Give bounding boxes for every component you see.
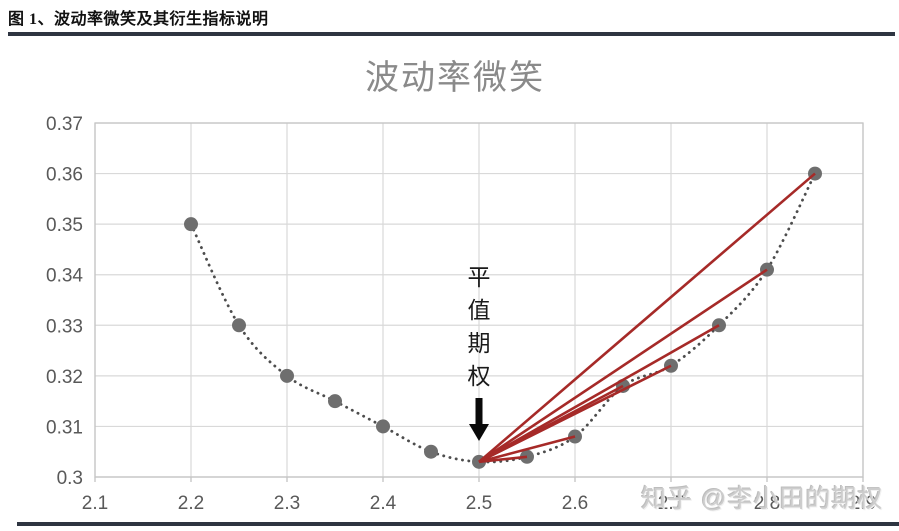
data-point: [328, 394, 342, 409]
y-axis-label: 0.35: [46, 215, 83, 236]
data-point: [376, 419, 390, 434]
x-axis-label: 2.9: [850, 493, 876, 514]
data-point: [184, 217, 198, 232]
figure-title: 图 1、波动率微笑及其衍生指标说明: [8, 11, 269, 28]
fan-line: [478, 324, 720, 463]
atm-annotation-label: 平值期权: [467, 264, 491, 389]
down-arrow-icon: [469, 424, 489, 441]
fan-line: [478, 364, 672, 463]
x-axis-label: 2.8: [754, 493, 780, 514]
y-axis-label: 0.31: [46, 417, 83, 438]
x-axis-label: 2.1: [82, 493, 108, 514]
header-rule: [8, 32, 895, 36]
watermark: 知乎 @李小田的期权: [641, 485, 884, 513]
x-axis-label: 2.5: [466, 493, 492, 514]
y-axis-label: 0.32: [46, 367, 83, 388]
fan-line: [478, 172, 816, 463]
x-axis-label: 2.6: [562, 493, 588, 514]
x-axis-label: 2.7: [658, 493, 684, 514]
y-axis-label: 0.3: [57, 468, 83, 489]
volatility-smile-curve: [189, 172, 817, 464]
chart-title: 波动率微笑: [365, 59, 545, 97]
data-point: [424, 444, 438, 459]
fan-line: [478, 268, 768, 463]
bottom-rule: [17, 522, 899, 526]
y-axis-label: 0.34: [46, 266, 83, 287]
x-axis-label: 2.4: [370, 493, 397, 514]
down-arrow-shaft: [475, 398, 483, 425]
y-axis-label: 0.33: [46, 316, 83, 337]
y-axis-label: 0.36: [46, 165, 83, 186]
data-point: [280, 368, 294, 383]
y-axis-label: 0.37: [46, 114, 83, 135]
data-point: [232, 318, 246, 333]
fan-line: [478, 435, 576, 464]
x-axis-label: 2.2: [178, 493, 204, 514]
x-axis-label: 2.3: [274, 493, 300, 514]
